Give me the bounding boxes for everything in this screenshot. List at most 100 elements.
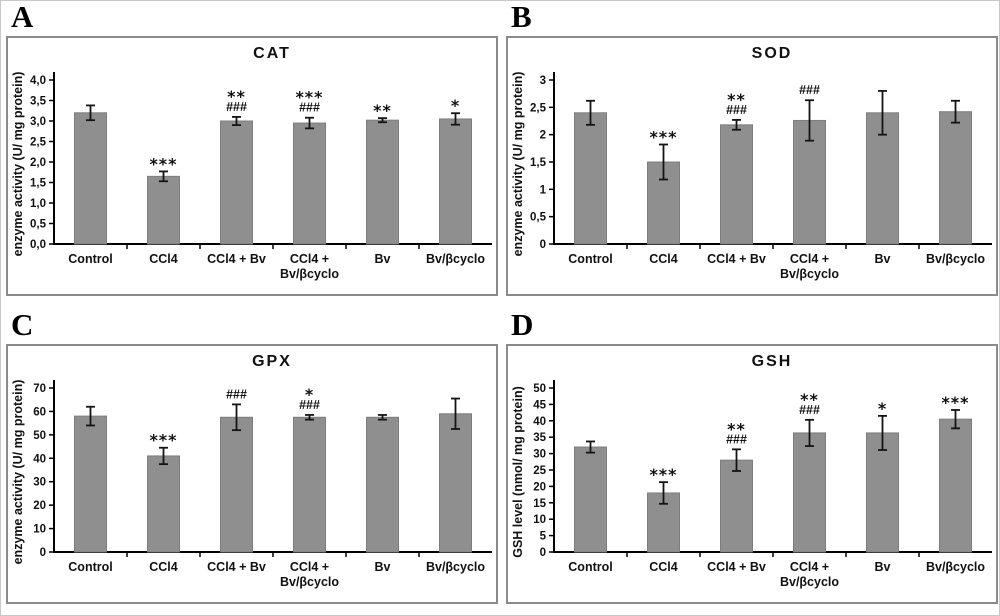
svg-text:2,5: 2,5 [30, 137, 47, 149]
chart-box: SOD enzyme activity (U/ mg protein) 0 0,5… [506, 36, 998, 296]
svg-text:60: 60 [33, 406, 46, 418]
svg-text:0: 0 [40, 547, 46, 559]
svg-text:1,0: 1,0 [30, 198, 46, 210]
svg-text:**: ** [227, 87, 246, 106]
svg-text:***: *** [649, 128, 677, 147]
svg-text:0: 0 [540, 547, 546, 559]
svg-text:Bv/βcyclo: Bv/βcyclo [780, 575, 839, 589]
svg-text:***: *** [295, 88, 323, 107]
svg-text:###: ### [299, 398, 320, 412]
svg-text:70: 70 [33, 383, 46, 395]
svg-text:Bv/βcyclo: Bv/βcyclo [780, 267, 839, 281]
svg-text:Bv: Bv [375, 560, 391, 574]
svg-text:3: 3 [540, 75, 546, 87]
panel-label: D [511, 307, 534, 342]
svg-text:CCl4 +: CCl4 + [290, 560, 329, 574]
svg-text:***: *** [649, 465, 677, 484]
svg-text:###: ### [726, 432, 747, 446]
svg-text:Control: Control [568, 560, 612, 574]
svg-text:Bv/βcyclo: Bv/βcyclo [926, 252, 985, 266]
svg-text:1,5: 1,5 [30, 178, 47, 190]
svg-text:CCl4 + Bv: CCl4 + Bv [707, 252, 766, 266]
panel-label: B [511, 0, 532, 34]
svg-text:**: ** [373, 101, 392, 120]
svg-text:*: * [878, 399, 887, 418]
svg-text:20: 20 [33, 500, 46, 512]
svg-text:40: 40 [33, 453, 46, 465]
svg-text:Control: Control [68, 560, 112, 574]
svg-text:CCl4 + Bv: CCl4 + Bv [207, 252, 266, 266]
svg-text:Bv/βcyclo: Bv/βcyclo [280, 267, 339, 281]
svg-text:*: * [305, 385, 314, 404]
panel-label: A [11, 0, 34, 34]
svg-text:3,0: 3,0 [30, 116, 46, 128]
chart-title: CAT [253, 45, 291, 62]
svg-text:###: ### [799, 83, 820, 97]
bar-chart-plot: 0 10 20 30 40 50 60 70 Control CCl4 *** CCl4 + Bv ##… [33, 380, 492, 589]
svg-text:0,5: 0,5 [530, 212, 547, 224]
svg-text:2,5: 2,5 [530, 102, 547, 114]
svg-text:**: ** [800, 390, 819, 409]
svg-text:0,5: 0,5 [30, 219, 47, 231]
svg-text:0,0: 0,0 [30, 239, 46, 251]
svg-text:5: 5 [540, 531, 547, 543]
chart-title: SOD [751, 45, 793, 62]
svg-text:2,0: 2,0 [30, 157, 46, 169]
svg-text:10: 10 [33, 524, 46, 536]
svg-text:15: 15 [533, 498, 546, 510]
svg-text:25: 25 [533, 465, 546, 477]
svg-text:**: ** [727, 90, 746, 109]
svg-text:Bv/βcyclo: Bv/βcyclo [280, 575, 339, 589]
chart-box: GSH GSH level (nmol/ mg protein) 0 5 10 15 2… [506, 344, 998, 604]
svg-text:###: ### [226, 387, 247, 401]
svg-text:3,5: 3,5 [30, 96, 47, 108]
svg-text:CCl4 + Bv: CCl4 + Bv [707, 560, 766, 574]
panel-cat: A CAT enzyme activity (U/ mg protein) 0,… [1, 1, 501, 309]
svg-text:*: * [451, 96, 460, 115]
svg-text:CCl4: CCl4 [149, 252, 178, 266]
svg-text:40: 40 [533, 416, 546, 428]
svg-text:CCl4: CCl4 [649, 560, 678, 574]
svg-text:###: ### [799, 403, 820, 417]
svg-text:Bv/βcyclo: Bv/βcyclo [426, 252, 485, 266]
svg-text:Bv/βcyclo: Bv/βcyclo [426, 560, 485, 574]
svg-text:2: 2 [540, 130, 546, 142]
chart-title: GPX [252, 353, 292, 370]
svg-text:35: 35 [533, 432, 546, 444]
chart-box: CAT enzyme activity (U/ mg protein) 0,0 0… [6, 36, 498, 296]
svg-text:Control: Control [568, 252, 612, 266]
svg-text:30: 30 [33, 477, 46, 489]
svg-text:CCl4 +: CCl4 + [790, 252, 829, 266]
svg-text:Control: Control [68, 252, 112, 266]
svg-text:20: 20 [533, 481, 546, 493]
svg-text:***: *** [941, 393, 969, 412]
svg-text:1,5: 1,5 [530, 157, 547, 169]
svg-text:CCl4: CCl4 [649, 252, 678, 266]
svg-text:Bv: Bv [375, 252, 391, 266]
svg-text:CCl4: CCl4 [149, 560, 178, 574]
svg-text:**: ** [727, 419, 746, 438]
svg-text:###: ### [299, 101, 320, 115]
svg-text:45: 45 [533, 399, 546, 411]
svg-text:Bv/βcyclo: Bv/βcyclo [926, 560, 985, 574]
svg-text:4,0: 4,0 [30, 75, 46, 87]
svg-text:###: ### [226, 100, 247, 114]
chart-box: GPX enzyme activity (U/ mg protein) 0 10 2… [6, 344, 498, 604]
panel-gsh: D GSH GSH level (nmol/ mg protein) 0 5 10 1… [501, 307, 999, 615]
svg-text:Bv: Bv [875, 252, 891, 266]
svg-text:50: 50 [533, 383, 546, 395]
svg-text:***: *** [149, 431, 177, 450]
svg-text:CCl4 + Bv: CCl4 + Bv [207, 560, 266, 574]
svg-text:1: 1 [540, 184, 547, 196]
svg-text:###: ### [726, 103, 747, 117]
panel-label: C [11, 307, 34, 342]
svg-text:CCl4 +: CCl4 + [790, 560, 829, 574]
svg-text:50: 50 [33, 430, 46, 442]
svg-text:CCl4 +: CCl4 + [290, 252, 329, 266]
svg-text:10: 10 [533, 514, 546, 526]
